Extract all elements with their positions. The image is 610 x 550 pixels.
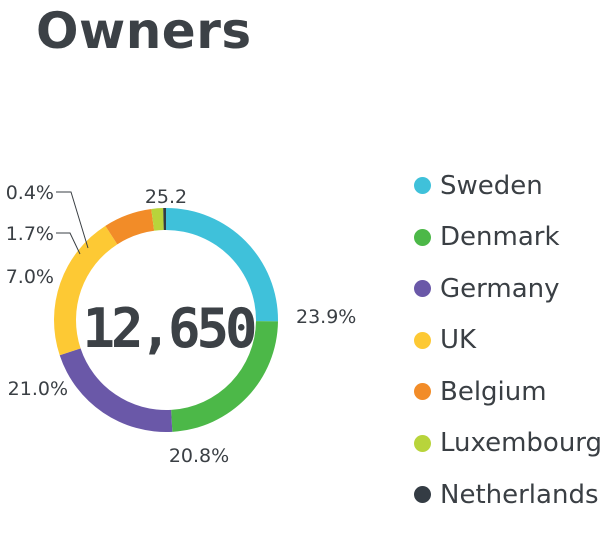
leader-line-netherlands xyxy=(56,191,89,249)
legend-label: Germany xyxy=(440,273,560,304)
legend-label: Luxembourg xyxy=(440,428,603,459)
slice-belgium xyxy=(105,208,155,245)
legend: Sweden Denmark Germany UK Belgium Luxembourg N… xyxy=(414,160,602,521)
slice-netherlands xyxy=(163,208,166,231)
slice-label-belgium: 7.0% xyxy=(6,266,54,288)
center-total-label: 12,650 xyxy=(82,297,255,360)
legend-item-germany: Germany xyxy=(414,263,602,315)
legend-item-netherlands: Netherlands xyxy=(414,469,602,521)
slice-labels: 25.2 23.9% 20.8% 21.0% 7.0% 1.7% 0.4% xyxy=(6,182,357,467)
slice-label-germany: 20.8% xyxy=(169,445,229,467)
slice-label-uk: 21.0% xyxy=(8,378,68,400)
slice-label-luxembourg: 1.7% xyxy=(6,223,54,245)
legend-item-denmark: Denmark xyxy=(414,212,602,264)
slice-uk xyxy=(54,225,118,356)
legend-label: Netherlands xyxy=(440,479,599,510)
slice-denmark xyxy=(171,321,278,432)
legend-swatch xyxy=(414,383,431,401)
leader-lines xyxy=(56,191,89,255)
legend-item-uk: UK xyxy=(414,315,602,367)
legend-item-luxembourg: Luxembourg xyxy=(414,418,602,470)
slice-label-denmark: 23.9% xyxy=(296,306,356,328)
legend-swatch xyxy=(414,434,431,452)
legend-item-sweden: Sweden xyxy=(414,160,602,212)
legend-label: UK xyxy=(440,325,477,356)
legend-label: Sweden xyxy=(440,170,543,201)
chart-title: Owners xyxy=(36,2,252,60)
slice-label-netherlands: 0.4% xyxy=(6,182,54,204)
legend-label: Denmark xyxy=(440,222,560,253)
legend-item-belgium: Belgium xyxy=(414,366,602,418)
slice-label-sweden: 25.2 xyxy=(145,186,187,208)
legend-label: Belgium xyxy=(440,376,547,407)
legend-swatch xyxy=(414,280,431,298)
slice-germany xyxy=(59,348,173,433)
legend-swatch xyxy=(414,228,431,246)
slice-luxembourg xyxy=(151,208,164,231)
legend-swatch xyxy=(414,177,431,195)
leader-line-luxembourg xyxy=(56,232,81,255)
donut-slices xyxy=(54,208,278,433)
legend-swatch xyxy=(414,331,431,349)
legend-swatch xyxy=(414,486,431,504)
slice-sweden xyxy=(166,208,278,322)
